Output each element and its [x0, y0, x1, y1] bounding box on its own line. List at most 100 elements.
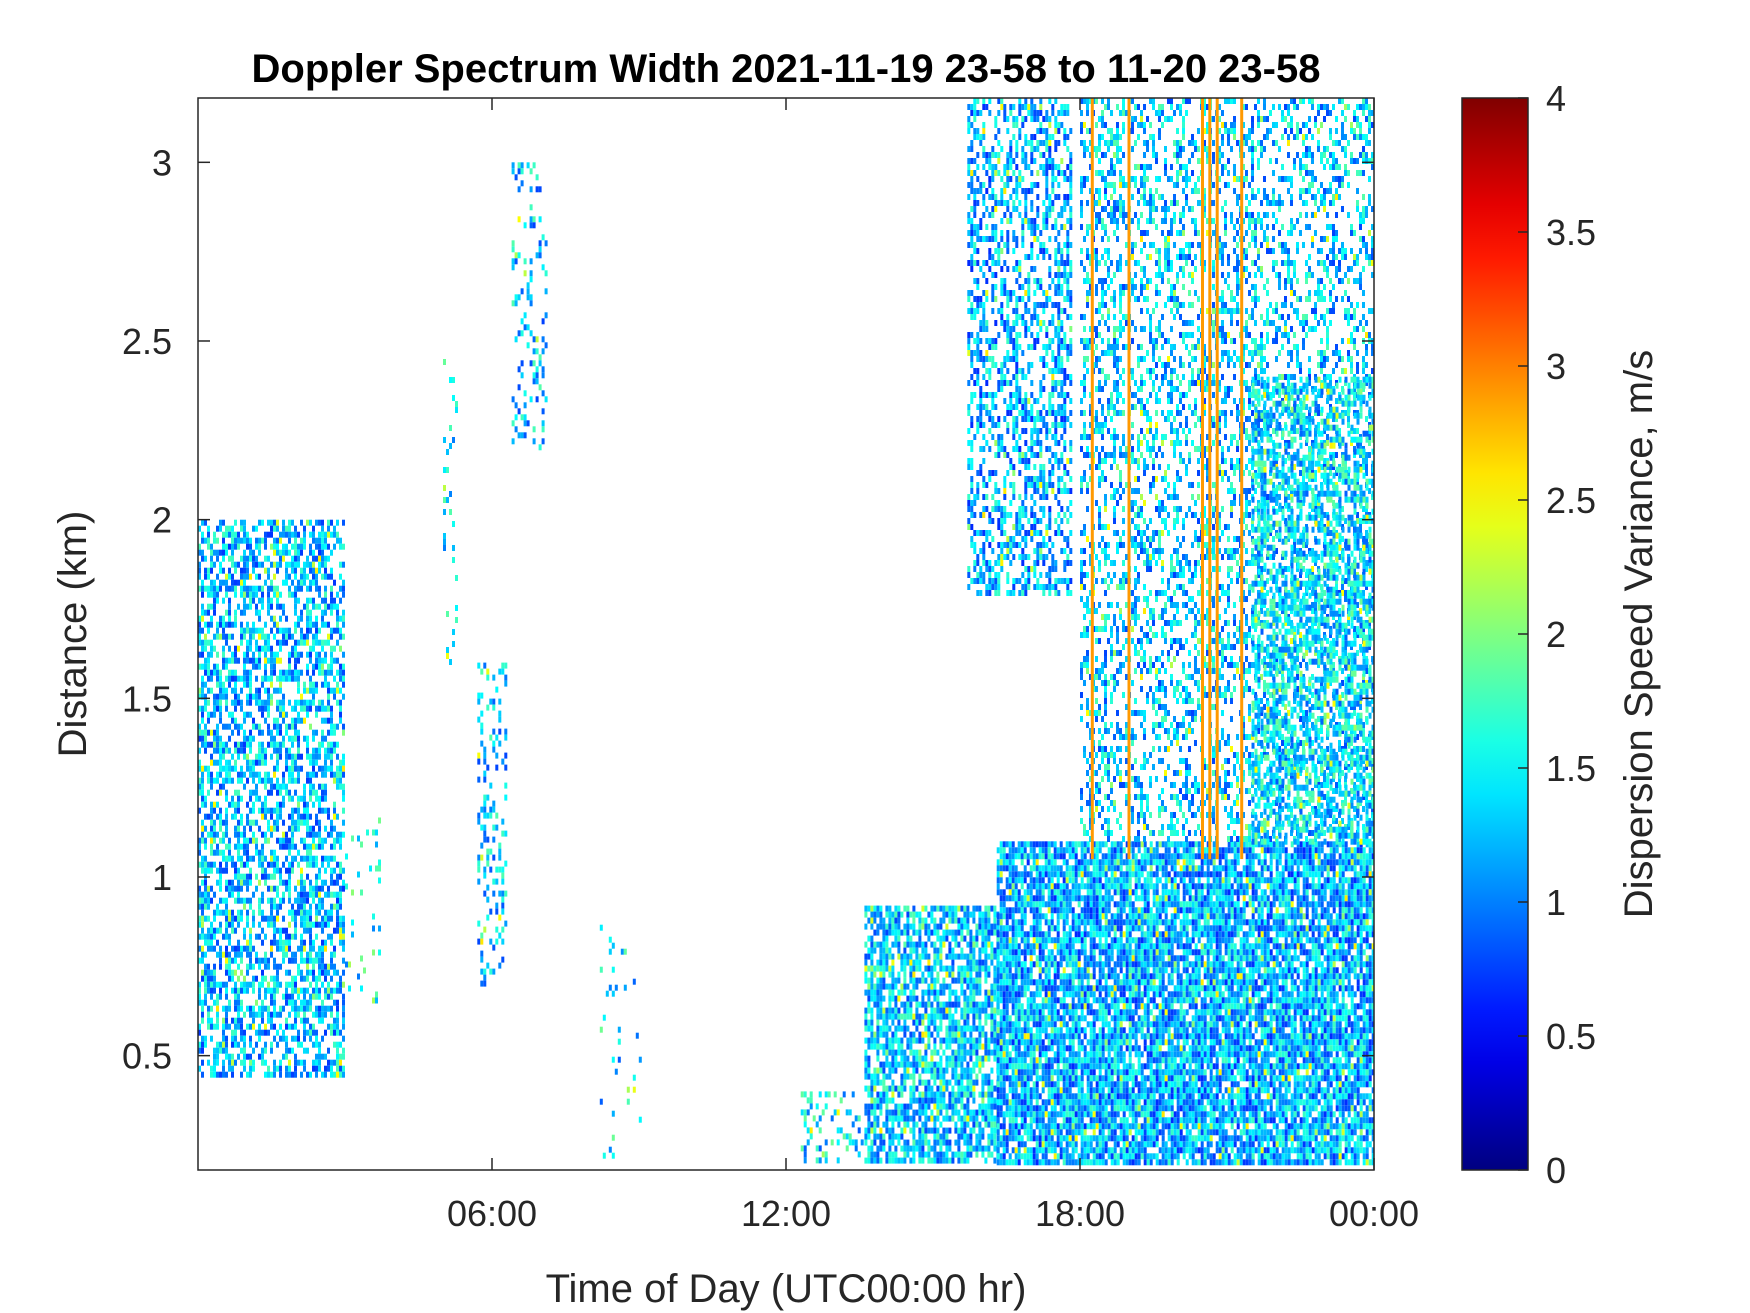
heatmap-cell: [879, 911, 883, 918]
heatmap-cell: [210, 987, 213, 994]
heatmap-cell: [312, 885, 315, 892]
heatmap-cell: [378, 817, 381, 824]
heatmap-cell: [891, 965, 895, 972]
heatmap-cell: [981, 1109, 985, 1116]
heatmap-cell: [945, 1025, 949, 1032]
heatmap-cell: [327, 963, 330, 970]
heatmap-cell: [994, 164, 998, 170]
heatmap-cell: [973, 128, 977, 134]
heatmap-cell: [477, 938, 481, 945]
heatmap-cell: [324, 753, 327, 760]
heatmap-cell: [990, 1151, 994, 1158]
heatmap-cell: [978, 929, 982, 936]
heatmap-cell: [969, 911, 973, 918]
heatmap-cell: [276, 963, 279, 970]
heatmap-cell: [486, 812, 490, 819]
heatmap-cell: [204, 657, 207, 664]
heatmap-cell: [291, 705, 294, 712]
heatmap-cell: [957, 1031, 961, 1038]
heatmap-cell: [261, 747, 264, 754]
heatmap-cell: [982, 152, 986, 158]
heatmap-cell: [261, 801, 264, 808]
heatmap-cell: [297, 549, 300, 556]
heatmap-cell: [252, 621, 255, 628]
heatmap-cell: [1009, 536, 1013, 542]
heatmap-cell: [318, 837, 321, 844]
heatmap-cell: [909, 1097, 913, 1104]
heatmap-cell: [327, 969, 330, 976]
heatmap-cell: [297, 681, 300, 688]
heatmap-cell: [330, 963, 333, 970]
heatmap-cell: [228, 597, 231, 604]
heatmap-cell: [876, 1073, 880, 1080]
heatmap-cell: [216, 675, 219, 682]
heatmap-cell: [309, 891, 312, 898]
heatmap-cell: [529, 216, 533, 223]
heatmap-cell: [942, 1067, 946, 1074]
heatmap-cell: [213, 759, 216, 766]
heatmap-cell: [960, 1049, 964, 1056]
heatmap-cell: [198, 1041, 201, 1048]
heatmap-cell: [264, 717, 267, 724]
heatmap-cell: [897, 1007, 901, 1014]
heatmap-cell: [870, 1091, 874, 1098]
heatmap-cell: [231, 879, 234, 886]
heatmap-cell: [845, 1109, 849, 1116]
heatmap-cell: [300, 585, 303, 592]
heatmap-cell: [960, 1079, 964, 1086]
heatmap-cell: [222, 849, 225, 856]
heatmap-cell: [985, 506, 989, 512]
heatmap-cell: [294, 735, 297, 742]
heatmap-cell: [315, 573, 318, 580]
heatmap-cell: [213, 579, 216, 586]
heatmap-cell: [312, 1041, 315, 1048]
heatmap-cell: [285, 855, 288, 862]
heatmap-cell: [258, 585, 261, 592]
heatmap-cell: [273, 819, 276, 826]
heatmap-cell: [906, 995, 910, 1002]
heatmap-cell: [201, 729, 204, 736]
heatmap-cell: [225, 531, 228, 538]
heatmap-cell: [213, 633, 216, 640]
heatmap-cell: [945, 971, 949, 978]
heatmap-cell: [1009, 410, 1013, 416]
heatmap-cell: [492, 854, 496, 861]
heatmap-cell: [279, 645, 282, 652]
heatmap-cell: [1012, 320, 1016, 326]
heatmap-cell: [216, 981, 219, 988]
heatmap-cell: [997, 488, 1001, 494]
heatmap-cell: [960, 1043, 964, 1050]
heatmap-cell: [330, 867, 333, 874]
heatmap-cell: [243, 651, 246, 658]
heatmap-cell: [255, 795, 258, 802]
heatmap-cell: [997, 110, 1001, 116]
heatmap-cell: [198, 633, 201, 640]
heatmap-cell: [330, 753, 333, 760]
heatmap-cell: [876, 1103, 880, 1110]
heatmap-cell: [339, 1041, 342, 1048]
heatmap-cell: [312, 987, 315, 994]
heatmap-cell: [900, 959, 904, 966]
heatmap-cell: [207, 699, 210, 706]
heatmap-cell: [972, 911, 976, 918]
heatmap-cell: [291, 771, 294, 778]
heatmap-cell: [228, 525, 231, 532]
heatmap-cell: [273, 855, 276, 862]
heatmap-cell: [375, 997, 378, 1004]
heatmap-cell: [243, 573, 246, 580]
heatmap-cell: [981, 1043, 985, 1050]
heatmap-cell: [972, 1091, 976, 1098]
heatmap-cell: [297, 651, 300, 658]
heatmap-cell: [249, 897, 252, 904]
heatmap-cell: [342, 1011, 345, 1018]
heatmap-cell: [306, 663, 309, 670]
heatmap-cell: [963, 1157, 967, 1164]
heatmap-cell: [948, 1055, 952, 1062]
heatmap-cell: [270, 543, 273, 550]
heatmap-cell: [309, 915, 312, 922]
heatmap-cell: [279, 675, 282, 682]
heatmap-cell: [915, 977, 919, 984]
heatmap-cell: [216, 939, 219, 946]
heatmap-cell: [291, 981, 294, 988]
heatmap-cell: [225, 819, 228, 826]
